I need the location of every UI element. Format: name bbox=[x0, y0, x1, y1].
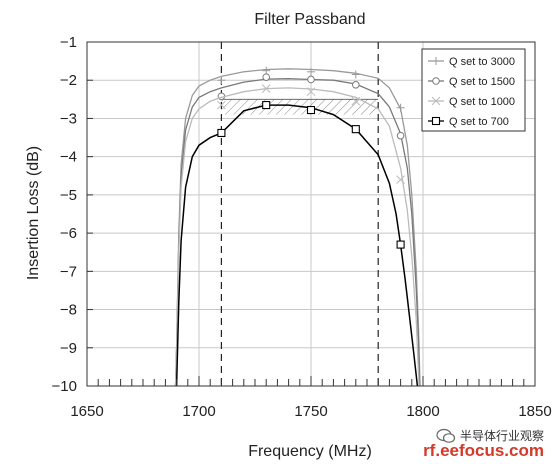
y-tick-label: −2 bbox=[60, 72, 77, 89]
marker-circle bbox=[352, 81, 360, 89]
marker-square bbox=[396, 240, 405, 249]
x-tick-label: 1850 bbox=[518, 403, 551, 420]
marker-square bbox=[351, 125, 360, 134]
series-line bbox=[174, 78, 421, 386]
marker-square bbox=[306, 105, 316, 115]
series-line bbox=[174, 87, 420, 386]
site-watermark: rf.eefocus.com bbox=[423, 441, 544, 460]
marker-square bbox=[262, 101, 271, 110]
marker-x bbox=[431, 96, 441, 106]
y-tick-label: −9 bbox=[60, 340, 77, 357]
tick-labels: 1650 1700 1750 1800 1850 −1 −2 −3 −4 −5 −6 −7 −8 −9 −1… bbox=[52, 34, 552, 420]
y-tick-label: −4 bbox=[60, 149, 77, 166]
x-tick-label: 1700 bbox=[182, 403, 215, 420]
chart-title: Filter Passband bbox=[254, 11, 365, 28]
y-tick-label: −10 bbox=[52, 378, 77, 395]
marker-circle bbox=[396, 131, 405, 140]
y-tick-label: −6 bbox=[60, 225, 77, 242]
x-axis-label: Frequency (MHz) bbox=[248, 443, 372, 460]
series-plus bbox=[174, 66, 421, 386]
y-tick-label: −8 bbox=[60, 302, 77, 319]
legend: Q set to 3000 Q set to 1500 Q set to 1000 Q… bbox=[421, 48, 526, 132]
series-lines bbox=[174, 66, 421, 386]
wechat-account-text: 半导体行业观察 bbox=[459, 429, 544, 443]
legend-label: Q set to 3000 bbox=[449, 56, 515, 68]
marker-square bbox=[431, 116, 441, 126]
legend-label: Q set to 1000 bbox=[449, 96, 515, 108]
wechat-icon bbox=[436, 428, 456, 443]
axis-ticks bbox=[86, 41, 536, 387]
y-tick-label: −5 bbox=[60, 187, 77, 204]
series-x bbox=[174, 84, 420, 386]
y-tick-label: −1 bbox=[60, 34, 77, 51]
marker-x bbox=[396, 175, 405, 184]
y-tick-label: −7 bbox=[60, 263, 77, 280]
marker-circle bbox=[432, 77, 440, 85]
series-circle bbox=[174, 73, 421, 386]
wechat-watermark: 半导体行业观察 bbox=[436, 427, 544, 444]
marker-x bbox=[351, 96, 361, 106]
spec-region bbox=[220, 42, 379, 386]
marker-circle bbox=[307, 75, 315, 84]
marker-x bbox=[306, 87, 316, 97]
legend-label: Q set to 700 bbox=[449, 116, 509, 128]
y-axis-label: Insertion Loss (dB) bbox=[25, 146, 42, 280]
x-tick-label: 1750 bbox=[294, 403, 327, 420]
series-line bbox=[175, 104, 419, 386]
y-tick-label: −3 bbox=[60, 110, 77, 127]
marker-x bbox=[217, 100, 226, 110]
legend-label: Q set to 1500 bbox=[449, 76, 515, 88]
x-tick-label: 1650 bbox=[70, 403, 103, 420]
marker-square bbox=[217, 128, 226, 138]
x-tick-label: 1800 bbox=[406, 403, 439, 420]
marker-circle bbox=[262, 73, 271, 81]
series-square bbox=[175, 101, 419, 386]
marker-x bbox=[261, 84, 271, 93]
series-line bbox=[174, 68, 421, 386]
